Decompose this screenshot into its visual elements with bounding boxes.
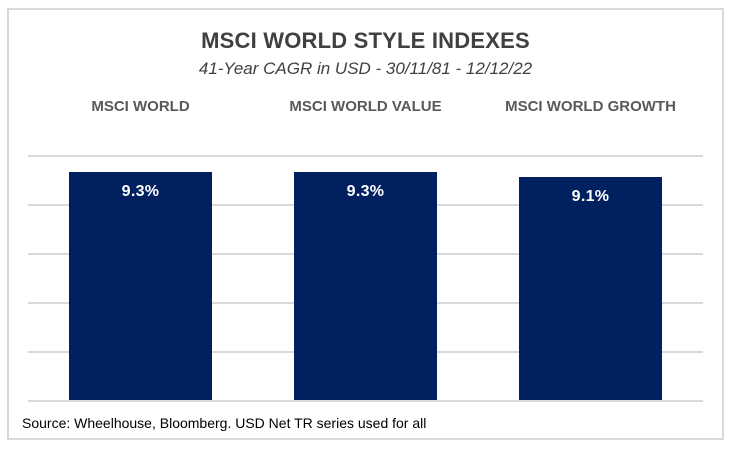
plot-area: 9.3% 9.3% 9.1% [28,155,703,402]
gridline [28,155,703,157]
chart-title: MSCI WORLD STYLE INDEXES [201,28,530,53]
chart-subtitle: 41-Year CAGR in USD - 30/11/81 - 12/12/2… [198,59,533,78]
bars-row: 9.3% 9.3% 9.1% [28,155,703,400]
gridline [28,400,703,402]
chart-card: MSCI WORLD STYLE INDEXES 41-Year CAGR in… [7,8,724,440]
category-header-msci-world-growth: MSCI WORLD GROWTH [505,98,676,115]
bar-msci-world: 9.3% [69,172,212,400]
bar-msci-world-growth: 9.1% [519,177,662,400]
category-header-msci-world: MSCI WORLD [91,98,190,115]
category-headers: MSCI WORLD MSCI WORLD VALUE MSCI WORLD GRO… [28,98,703,115]
bar-value-label-msci-world-growth: 9.1% [571,188,610,206]
bar-value-label-msci-world: 9.3% [121,183,160,201]
bar-cell-msci-world-value: 9.3% [253,155,478,400]
bar-value-label-msci-world-value: 9.3% [346,183,385,201]
category-header-msci-world-value: MSCI WORLD VALUE [289,98,442,115]
bar-msci-world-value: 9.3% [294,172,437,400]
source-note: Source: Wheelhouse, Bloomberg. USD Net T… [22,415,427,431]
bar-cell-msci-world: 9.3% [28,155,253,400]
bar-cell-msci-world-growth: 9.1% [478,155,703,400]
